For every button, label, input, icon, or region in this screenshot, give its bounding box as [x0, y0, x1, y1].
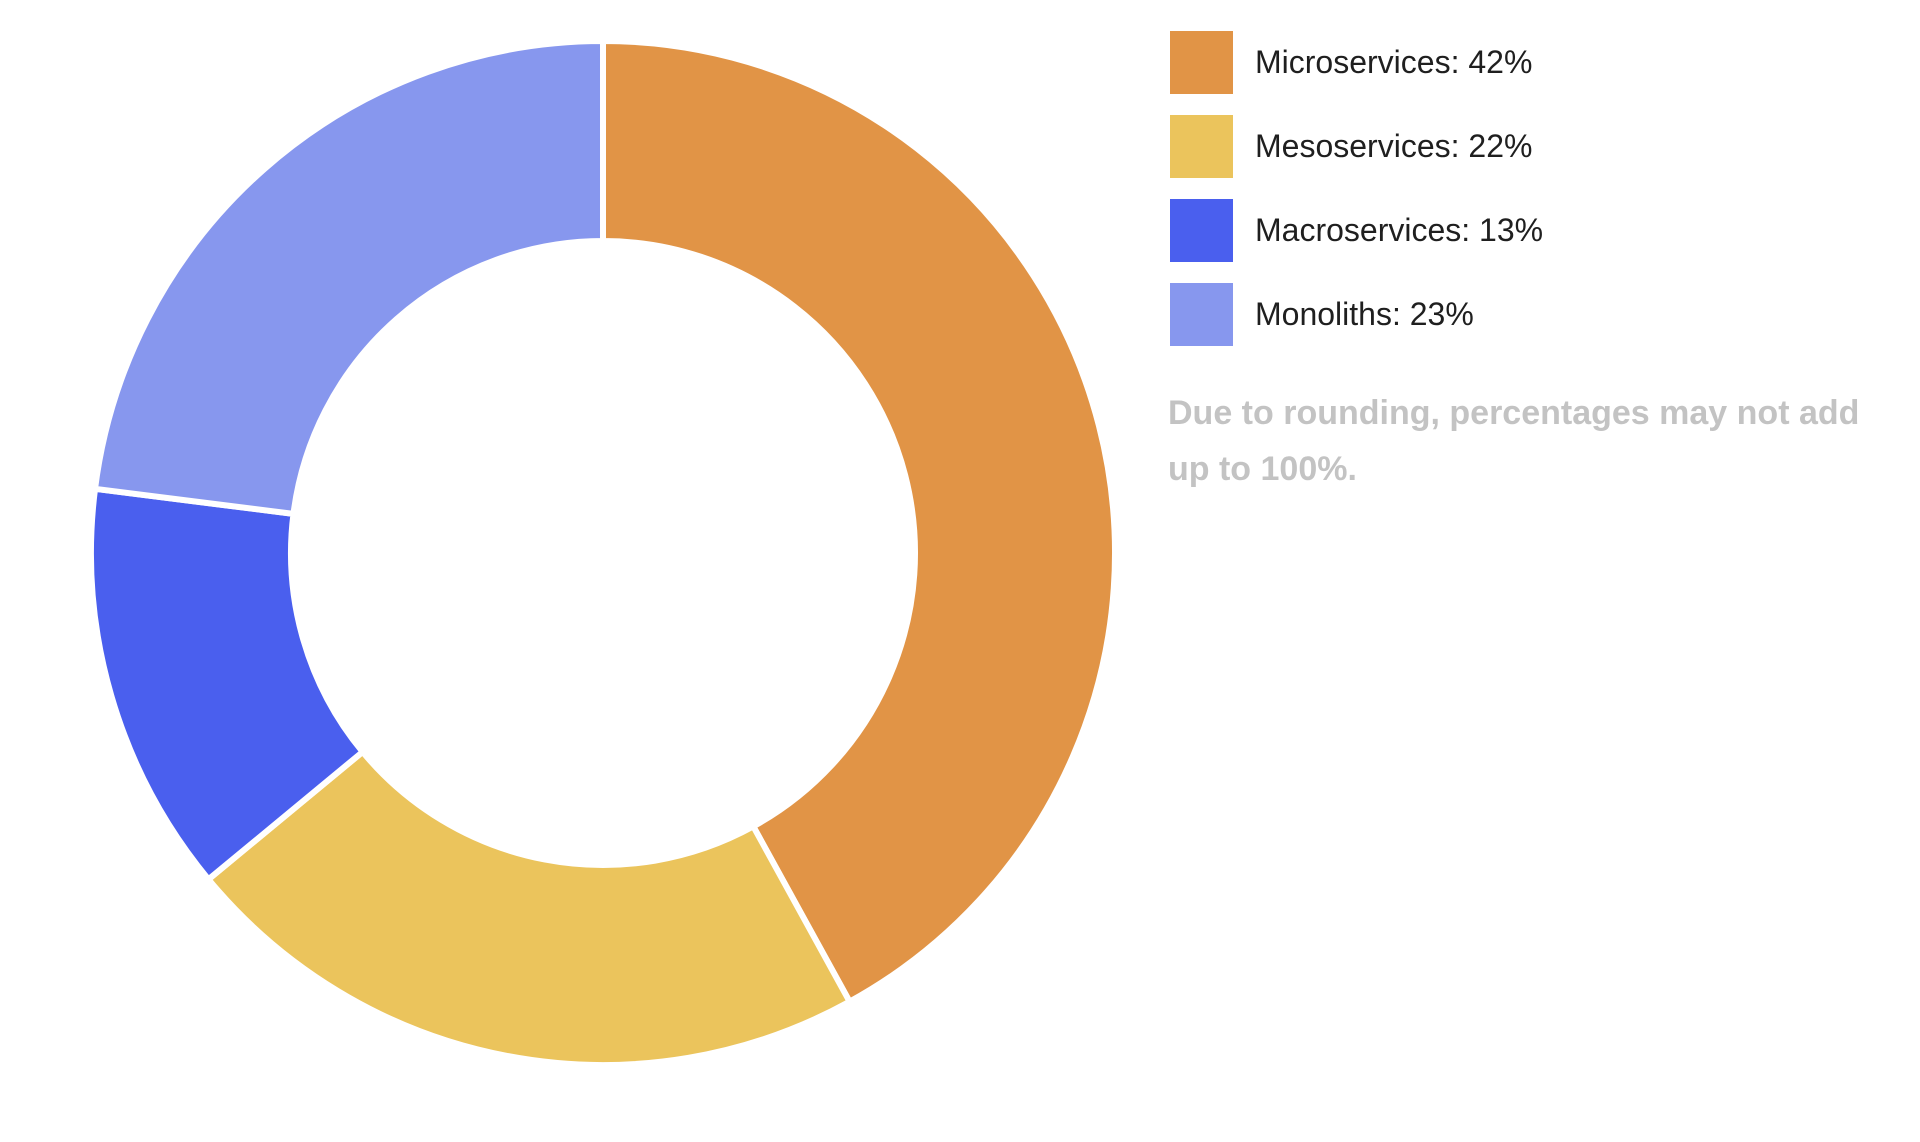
donut-slice-mesoservices — [204, 747, 854, 1068]
legend-swatch-monoliths — [1170, 282, 1233, 346]
chart-legend: Microservices: 42% Mesoservices: 22% Mac… — [1170, 30, 1890, 366]
donut-slice-microservices — [600, 37, 1118, 1006]
legend-label-macroservices: Macroservices: 13% — [1255, 211, 1544, 248]
legend-swatch-macroservices — [1170, 198, 1233, 262]
legend-item-macroservices: Macroservices: 13% — [1170, 198, 1890, 262]
donut-slice-macroservices — [88, 485, 367, 884]
donut-slice-monoliths — [91, 37, 606, 518]
legend-label-microservices: Microservices: 42% — [1255, 43, 1533, 80]
legend-item-mesoservices: Mesoservices: 22% — [1170, 114, 1890, 178]
donut-chart-svg — [88, 37, 1118, 1068]
legend-swatch-mesoservices — [1170, 114, 1233, 178]
legend-item-microservices: Microservices: 42% — [1170, 30, 1890, 94]
legend-swatch-microservices — [1170, 30, 1233, 94]
legend-label-mesoservices: Mesoservices: 22% — [1255, 127, 1533, 164]
legend-label-monoliths: Monoliths: 23% — [1255, 295, 1474, 332]
legend-item-monoliths: Monoliths: 23% — [1170, 282, 1890, 346]
rounding-footnote: Due to rounding, percentages may not add… — [1168, 394, 1860, 488]
